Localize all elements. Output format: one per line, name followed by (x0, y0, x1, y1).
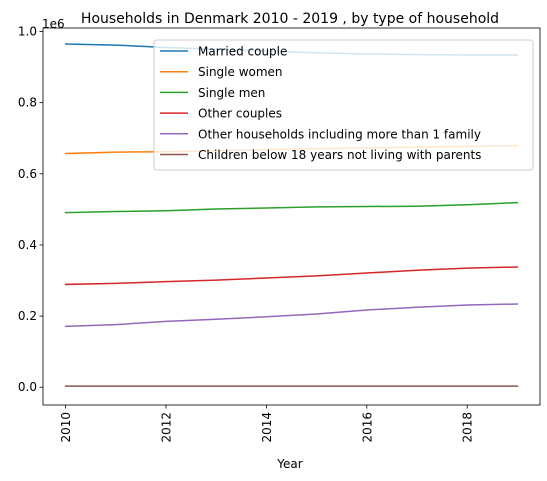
y-tick-label: 0.8 (18, 96, 37, 110)
x-tick-label: 2014 (260, 412, 274, 443)
legend-box (153, 39, 534, 171)
legend-label-0: Married couple (198, 45, 287, 59)
x-tick-label: 2016 (360, 412, 374, 443)
legend-label-5: Children below 18 years not living with … (198, 148, 481, 162)
y-axis-offset-text: 1e6 (42, 17, 65, 31)
y-tick-label: 0.0 (18, 380, 37, 394)
series-line-3 (64, 266, 519, 286)
x-tick-label: 2010 (59, 412, 73, 443)
legend-label-3: Other couples (198, 107, 282, 121)
series-line-4 (64, 303, 519, 328)
x-axis-label: Year (276, 457, 302, 471)
legend-label-1: Single women (198, 65, 283, 79)
x-tick-label: 2012 (159, 412, 173, 443)
y-tick-label: 0.6 (18, 167, 37, 181)
axes-frame (42, 27, 541, 406)
plot-area: 0.0 0.2 0.4 0.6 0.8 1.0 2010 2012 2014 2016 2018 Ma… (18, 25, 541, 443)
legend-label-2: Single men (198, 86, 265, 100)
y-tick-label: 1.0 (18, 25, 37, 39)
y-tick-label: 0.2 (18, 309, 37, 323)
x-tick-label: 2018 (461, 412, 475, 443)
legend-label-4: Other households including more than 1 f… (198, 127, 481, 141)
y-tick-label: 0.4 (18, 238, 37, 252)
series-line-2 (64, 201, 519, 214)
chart-title: Households in Denmark 2010 - 2019 , by t… (81, 11, 499, 27)
